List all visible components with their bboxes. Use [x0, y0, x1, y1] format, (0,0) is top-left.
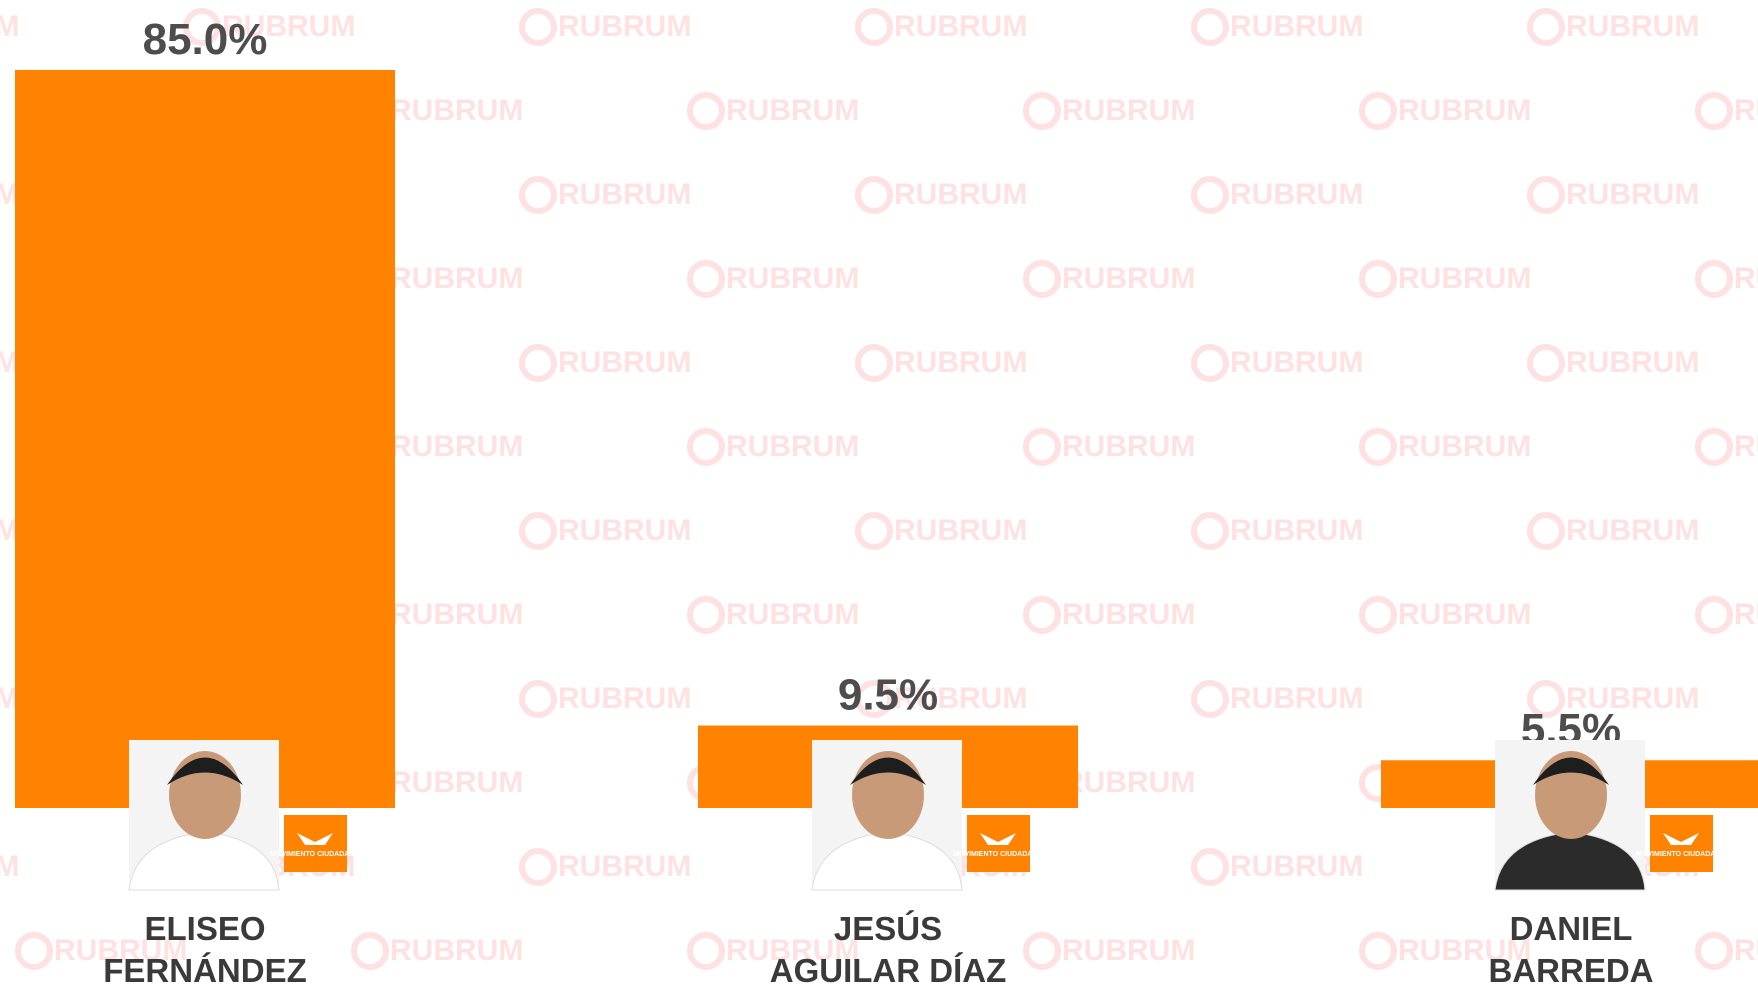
x-tick-label: JESÚS AGUILAR DÍAZ [688, 908, 1088, 990]
watermark-icon [522, 851, 554, 883]
watermark-icon [1698, 431, 1730, 463]
watermark: RUBRUM [1230, 682, 1363, 715]
watermark: RUBRUM [390, 94, 523, 127]
candidate-photo [1495, 740, 1645, 890]
watermark: RUBRUM [558, 178, 691, 211]
watermark-icon [1362, 431, 1394, 463]
watermark: RUBRUM [1230, 850, 1363, 883]
watermark: RUBRUM [558, 10, 691, 43]
watermark: RUBRUM [1734, 94, 1758, 127]
watermark: RUBRUM [1062, 766, 1195, 799]
watermark: RUBRUM [390, 262, 523, 295]
watermark-icon [858, 515, 890, 547]
chart-svg: RUBRUM RUBRUM RUBRUM RUBRUM RUBRUM RUBRUM RUBR… [0, 0, 1758, 990]
watermark-icon [1698, 263, 1730, 295]
watermark-icon [690, 95, 722, 127]
watermark-icon [858, 347, 890, 379]
watermark: RUBRUM [390, 766, 523, 799]
watermark: RUBRUM [1566, 346, 1699, 379]
watermark: RUBRUM [558, 850, 691, 883]
watermark: RUBRUM [1062, 430, 1195, 463]
watermark: RUBRUM [390, 598, 523, 631]
watermark: RUBRUM [1062, 598, 1195, 631]
watermark: RUBRUM [1734, 262, 1758, 295]
candidate-photo [812, 740, 962, 890]
watermark-icon [1026, 95, 1058, 127]
watermark-icon [1194, 347, 1226, 379]
value-label: 9.5% [838, 671, 938, 720]
watermark-icon [858, 11, 890, 43]
watermark: RUBRUM [726, 262, 859, 295]
watermark: RUBRUM [558, 514, 691, 547]
watermark: RUBRUM [390, 934, 523, 967]
watermark: RUBRUM [1734, 598, 1758, 631]
candidate-photo [129, 740, 279, 890]
watermark-icon [1530, 11, 1562, 43]
watermark-icon [1194, 179, 1226, 211]
watermark: RUBRUM [1566, 514, 1699, 547]
party-logo-text: MOVIMIENTO CIUDADANO [953, 851, 1043, 858]
watermark: RUBRUM [894, 10, 1027, 43]
watermark: RUBRUM [1398, 94, 1531, 127]
watermark-icon [1194, 11, 1226, 43]
value-label: 85.0% [143, 15, 268, 64]
party-logo-text: MOVIMIENTO CIUDADANO [270, 851, 360, 858]
watermark: RUBRUM [390, 430, 523, 463]
watermark-icon [690, 599, 722, 631]
watermark: RUBRUM [1230, 514, 1363, 547]
watermark: RUBRUM [1398, 262, 1531, 295]
watermark: RUBRUM [1230, 178, 1363, 211]
watermark: RUBRUM [894, 178, 1027, 211]
watermark: RUBRUM [1398, 598, 1531, 631]
watermark-icon [690, 263, 722, 295]
watermark: RUBRUM [726, 598, 859, 631]
party-logo-text: MOVIMIENTO CIUDADANO [1636, 851, 1726, 858]
watermark-icon [1362, 263, 1394, 295]
bar [15, 70, 395, 808]
watermark: RUBRUM [1398, 430, 1531, 463]
watermark: RUBRUM [0, 10, 19, 43]
watermark-icon [1194, 515, 1226, 547]
watermark-icon [858, 179, 890, 211]
watermark: RUBRUM [1062, 262, 1195, 295]
watermark: RUBRUM [1230, 10, 1363, 43]
watermark: RUBRUM [1230, 346, 1363, 379]
watermark-icon [1362, 599, 1394, 631]
watermark-icon [1698, 95, 1730, 127]
watermark-icon [1026, 263, 1058, 295]
watermark-icon [1194, 683, 1226, 715]
watermark-icon [1362, 95, 1394, 127]
watermark-icon [522, 179, 554, 211]
watermark: RUBRUM [726, 94, 859, 127]
x-tick-label: ELISEO FERNÁNDEZ [5, 908, 405, 990]
watermark-icon [522, 683, 554, 715]
watermark: RUBRUM [1062, 94, 1195, 127]
watermark: RUBRUM [1566, 178, 1699, 211]
watermark-icon [1698, 599, 1730, 631]
watermark-icon [1530, 515, 1562, 547]
x-tick-label: DANIEL BARREDA [1371, 908, 1758, 990]
watermark: RUBRUM [726, 430, 859, 463]
watermark-icon [1194, 851, 1226, 883]
watermark-icon [1026, 431, 1058, 463]
watermark-icon [1530, 347, 1562, 379]
watermark-icon [690, 431, 722, 463]
watermark: RUBRUM [558, 682, 691, 715]
watermark-icon [522, 347, 554, 379]
chart: RUBRUM RUBRUM RUBRUM RUBRUM RUBRUM RUBRUM RUBR… [0, 0, 1758, 990]
watermark: RUBRUM [1566, 10, 1699, 43]
watermark-icon [522, 11, 554, 43]
watermark: RUBRUM [894, 514, 1027, 547]
watermark-icon [1026, 599, 1058, 631]
watermark: RUBRUM [558, 346, 691, 379]
watermark-icon [522, 515, 554, 547]
watermark-icon [1530, 179, 1562, 211]
watermark: RUBRUM [0, 850, 19, 883]
watermark: RUBRUM [1734, 430, 1758, 463]
watermark: RUBRUM [894, 346, 1027, 379]
